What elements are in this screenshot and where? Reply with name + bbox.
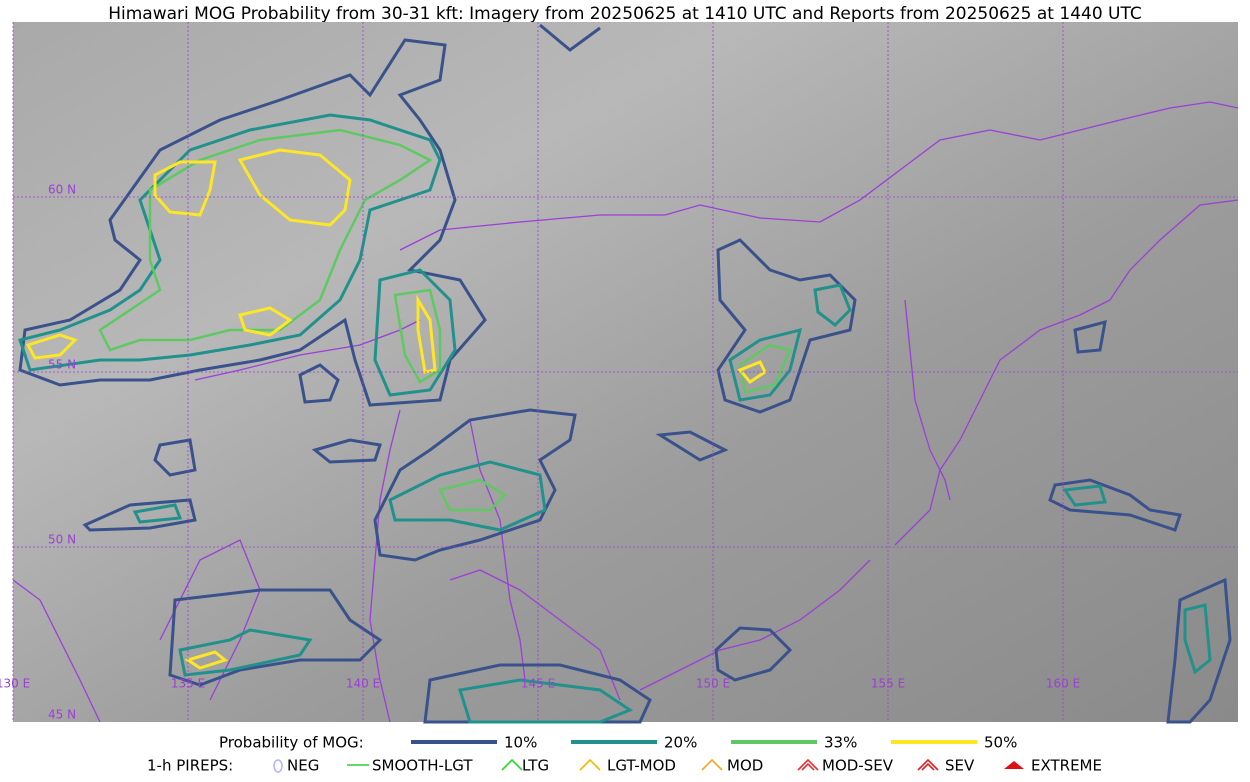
title: Himawari MOG Probability from 30-31 kft:…: [108, 4, 1142, 24]
latitude-label: 45 N: [48, 708, 76, 722]
contours: [18, 23, 1232, 724]
pirep-icon: [273, 759, 283, 773]
legend-label: SMOOTH-LGT: [372, 757, 473, 775]
coastlines: [12, 101, 1239, 723]
legend-label: EXTREME: [1031, 757, 1102, 775]
latitude-label: 60 N: [48, 183, 76, 197]
longitude-label: 140 E: [346, 677, 380, 691]
longitude-label: 160 E: [1046, 677, 1080, 691]
longitude-label: 145 E: [521, 677, 555, 691]
longitude-label: 155 E: [871, 677, 905, 691]
latitude-label: 55 N: [48, 358, 76, 372]
latitude-label: 50 N: [48, 533, 76, 547]
longitude-label: 150 E: [696, 677, 730, 691]
legend-label: 20%: [664, 734, 697, 752]
legend-title: 1-h PIREPS:: [147, 757, 233, 775]
legend-label: SEV: [945, 757, 975, 775]
pirep-icon: [1004, 761, 1024, 769]
pirep-icon: [501, 758, 523, 771]
longitude-label: 135 E: [171, 677, 205, 691]
pirep-icon: [579, 758, 601, 771]
legend-label: MOD: [727, 757, 763, 775]
longitude-label: 130 E: [0, 677, 30, 691]
legend-label: 33%: [824, 734, 857, 752]
legend-label: 10%: [504, 734, 537, 752]
pirep-icon: [701, 758, 723, 771]
legend-title: Probability of MOG:: [219, 734, 364, 752]
pirep-icon: [797, 758, 819, 771]
legend-label: NEG: [287, 757, 319, 775]
legend-label: MOD-SEV: [822, 757, 894, 775]
pirep-icon: [917, 758, 939, 771]
legend-label: 50%: [984, 734, 1017, 752]
legend-label: LGT-MOD: [607, 757, 676, 775]
legend-label: LTG: [522, 757, 549, 775]
